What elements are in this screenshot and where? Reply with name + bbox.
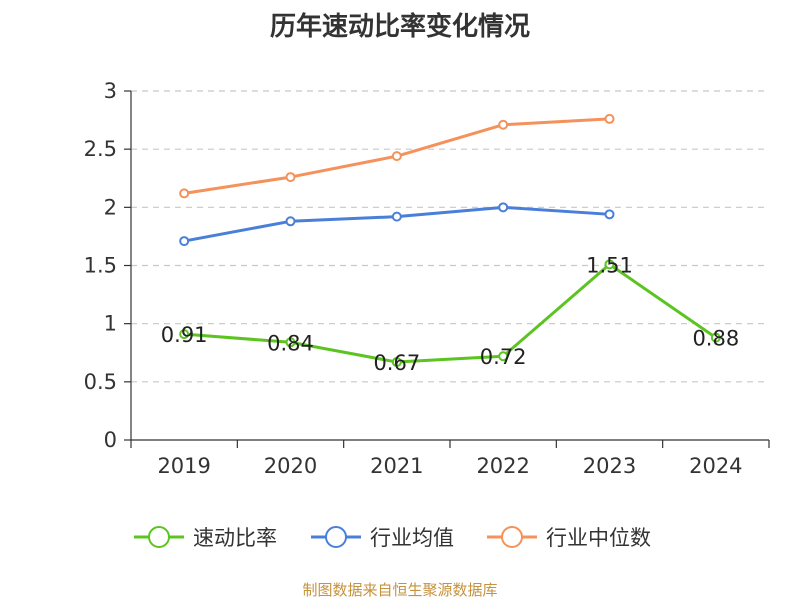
y-tick-label: 1 [104,312,117,336]
y-tick-label: 3 [104,79,117,103]
data-label: 0.88 [692,327,739,351]
source-note: 制图数据来自恒生聚源数据库 [302,581,498,599]
data-label: 0.84 [267,331,314,355]
data-point [604,113,615,124]
data-point [498,119,509,130]
data-point [285,216,296,227]
data-point [604,209,615,220]
data-point [391,151,402,162]
y-tick-label: 2.5 [84,137,117,161]
x-tick-label: 2024 [689,454,742,478]
x-tick-label: 2020 [264,454,317,478]
y-tick-label: 0 [104,428,117,452]
data-point [391,211,402,222]
legend-label: 速动比率 [193,526,277,550]
x-tick-label: 2023 [583,454,636,478]
data-point [285,172,296,183]
y-tick-label: 1.5 [84,254,117,278]
data-point [179,188,190,199]
legend-marker [501,526,523,548]
data-point [285,337,296,348]
data-label: 0.72 [480,345,527,369]
legend-marker [325,526,347,548]
data-label: 0.91 [161,323,208,347]
y-tick-label: 0.5 [84,370,117,394]
data-point [179,236,190,247]
data-point [498,351,509,362]
data-point [710,332,721,343]
legend-marker [148,526,170,548]
legend-label: 行业中位数 [546,526,651,550]
x-tick-label: 2022 [476,454,529,478]
data-point [498,202,509,213]
data-point [604,259,615,270]
y-tick-label: 2 [104,195,117,219]
series-line-0 [184,262,717,364]
data-label: 0.67 [373,351,420,375]
data-point [179,329,190,340]
data-label: 1.51 [586,253,633,277]
x-tick-label: 2019 [157,454,210,478]
x-tick-label: 2021 [370,454,423,478]
data-point [391,357,402,368]
legend-label: 行业均值 [370,526,454,550]
chart-title: 历年速动比率变化情况 [269,12,530,42]
